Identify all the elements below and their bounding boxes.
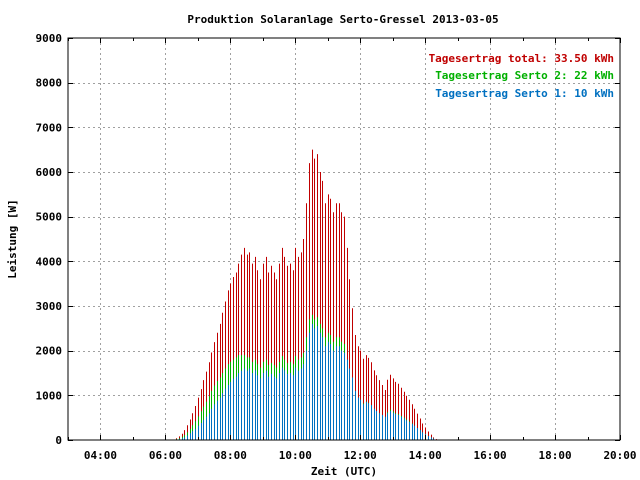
y-tick-label: 9000: [36, 32, 63, 45]
legend-total: Tagesertrag total: 33.50 kWh: [429, 52, 614, 65]
x-tick-label: 14:00: [409, 449, 442, 462]
legend-serto-1: Tagesertrag Serto 1: 10 kWh: [435, 87, 614, 100]
y-tick-labels: 0 1000 2000 3000 4000 5000 6000 7000 8000 9000: [36, 32, 63, 447]
legend-serto-2: Tagesertrag Serto 2: 22 kWh: [435, 69, 614, 82]
x-tick-label: 08:00: [214, 449, 247, 462]
y-axis-label: Leistung [W]: [6, 199, 19, 278]
y-tick-label: 3000: [36, 300, 63, 313]
x-tick-label: 16:00: [474, 449, 507, 462]
x-tick-label: 10:00: [279, 449, 312, 462]
y-tick-label: 5000: [36, 211, 63, 224]
x-tick-label: 06:00: [149, 449, 182, 462]
y-tick-label: 7000: [36, 121, 63, 134]
y-tick-label: 2000: [36, 345, 63, 358]
chart-title: Produktion Solaranlage Serto-Gressel 201…: [187, 13, 498, 26]
plot-frame: [67, 37, 621, 441]
legend: Tagesertrag total: 33.50 kWh Tagesertrag…: [429, 52, 614, 100]
bars: [176, 149, 437, 440]
y-tick-label: 8000: [36, 77, 63, 90]
y-tick-label: 0: [55, 434, 62, 447]
x-axis-label: Zeit (UTC): [311, 465, 377, 478]
y-tick-label: 6000: [36, 166, 63, 179]
ticks: [68, 38, 621, 441]
y-tick-label: 1000: [36, 389, 63, 402]
x-tick-label: 12:00: [344, 449, 377, 462]
x-tick-label: 04:00: [84, 449, 117, 462]
x-tick-labels: 04:00 06:00 08:00 10:00 12:00 14:00 16:00 18:00…: [84, 449, 637, 462]
y-tick-label: 4000: [36, 255, 63, 268]
x-tick-label: 20:00: [603, 449, 636, 462]
x-tick-label: 18:00: [538, 449, 571, 462]
